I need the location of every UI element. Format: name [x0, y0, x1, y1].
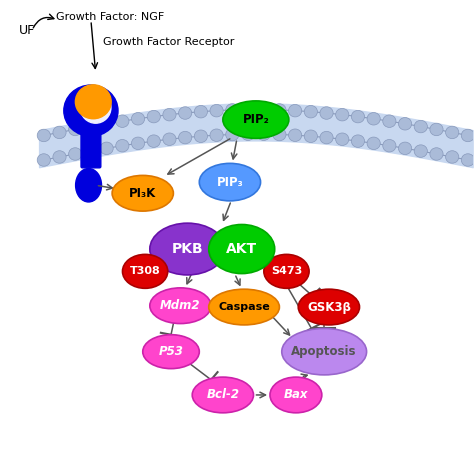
Circle shape: [241, 103, 255, 116]
Ellipse shape: [80, 92, 111, 123]
Circle shape: [84, 120, 98, 133]
Ellipse shape: [76, 168, 101, 202]
Text: P53: P53: [159, 345, 183, 358]
Circle shape: [131, 113, 145, 125]
Text: PKB: PKB: [172, 242, 203, 256]
Circle shape: [336, 133, 349, 145]
Circle shape: [257, 103, 270, 116]
Circle shape: [414, 120, 428, 133]
Circle shape: [320, 131, 333, 144]
Circle shape: [179, 131, 192, 144]
Text: S473: S473: [271, 266, 302, 276]
Circle shape: [100, 118, 113, 130]
Text: Bax: Bax: [283, 388, 308, 401]
Circle shape: [289, 105, 302, 117]
Ellipse shape: [192, 377, 254, 413]
Circle shape: [367, 137, 380, 150]
Circle shape: [399, 142, 411, 154]
Text: AKT: AKT: [226, 242, 257, 256]
Circle shape: [399, 118, 411, 130]
Circle shape: [351, 135, 365, 147]
Circle shape: [163, 108, 176, 121]
Circle shape: [69, 148, 82, 160]
Ellipse shape: [282, 329, 366, 375]
Circle shape: [383, 140, 396, 152]
Ellipse shape: [270, 377, 322, 413]
Circle shape: [179, 107, 192, 119]
Circle shape: [257, 128, 270, 141]
Text: Bcl-2: Bcl-2: [206, 388, 239, 401]
Circle shape: [273, 104, 286, 116]
Text: GSK3β: GSK3β: [307, 300, 351, 313]
Circle shape: [194, 106, 208, 118]
Circle shape: [351, 110, 365, 123]
FancyBboxPatch shape: [81, 134, 101, 168]
Circle shape: [446, 151, 459, 163]
Circle shape: [84, 145, 98, 157]
Circle shape: [383, 115, 396, 128]
Ellipse shape: [209, 224, 275, 273]
Text: Caspase: Caspase: [218, 302, 270, 312]
Circle shape: [241, 128, 255, 141]
Ellipse shape: [209, 289, 279, 325]
Circle shape: [116, 140, 129, 152]
Ellipse shape: [298, 289, 359, 325]
Ellipse shape: [150, 288, 211, 324]
Ellipse shape: [264, 255, 309, 288]
Circle shape: [289, 129, 302, 141]
Circle shape: [226, 128, 239, 141]
Circle shape: [116, 115, 129, 128]
Circle shape: [37, 129, 50, 142]
Circle shape: [53, 126, 66, 139]
Circle shape: [461, 129, 474, 142]
Circle shape: [37, 154, 50, 166]
Ellipse shape: [112, 176, 173, 211]
Circle shape: [210, 105, 223, 117]
Text: PIP₃: PIP₃: [217, 176, 243, 189]
Circle shape: [210, 129, 223, 141]
Circle shape: [320, 107, 333, 119]
Circle shape: [461, 154, 474, 166]
Text: PI₃K: PI₃K: [129, 187, 156, 200]
Circle shape: [430, 123, 443, 136]
Circle shape: [100, 142, 113, 154]
Circle shape: [446, 126, 459, 139]
Ellipse shape: [64, 85, 118, 136]
Circle shape: [304, 106, 318, 118]
Circle shape: [69, 123, 82, 136]
Circle shape: [273, 128, 286, 141]
Text: Apoptosis: Apoptosis: [292, 345, 357, 358]
Circle shape: [414, 145, 428, 157]
Text: T308: T308: [130, 266, 161, 276]
Text: Mdm2: Mdm2: [160, 299, 201, 312]
Text: Growth Factor Receptor: Growth Factor Receptor: [103, 36, 234, 47]
Circle shape: [194, 130, 208, 142]
Ellipse shape: [122, 255, 168, 288]
Circle shape: [226, 104, 239, 116]
Text: UF: UF: [19, 24, 36, 37]
Circle shape: [131, 137, 145, 150]
Circle shape: [147, 135, 160, 147]
Text: PIP₂: PIP₂: [243, 113, 269, 126]
Circle shape: [163, 133, 176, 145]
Circle shape: [336, 108, 349, 121]
Circle shape: [367, 113, 380, 125]
Circle shape: [304, 130, 318, 142]
Text: Growth Factor: NGF: Growth Factor: NGF: [55, 12, 164, 22]
Ellipse shape: [223, 101, 289, 138]
Circle shape: [75, 85, 111, 119]
Circle shape: [53, 151, 66, 163]
Ellipse shape: [199, 163, 261, 201]
Ellipse shape: [150, 223, 225, 275]
Circle shape: [430, 148, 443, 160]
Ellipse shape: [143, 335, 199, 369]
Circle shape: [147, 110, 160, 123]
